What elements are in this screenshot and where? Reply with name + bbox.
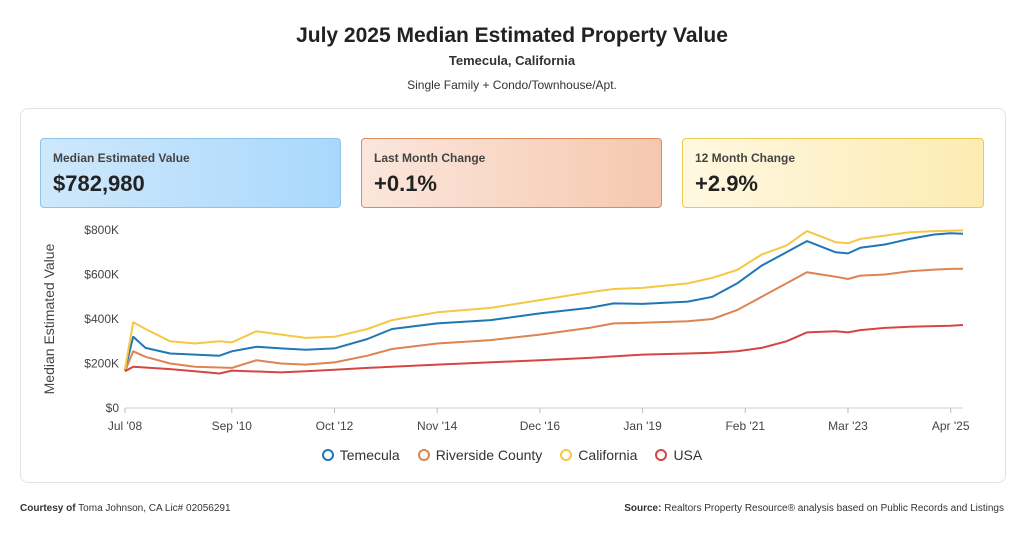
twelve-month-change-card: 12 Month Change +2.9% [682,138,984,208]
x-tick-label: Apr '25 [932,419,970,433]
y-tick-label: $400K [84,312,119,326]
legend-label: Temecula [339,447,400,463]
chart-legend: Temecula Riverside County California USA [0,447,1024,463]
source-footer: Source: Realtors Property Resource® anal… [624,503,1004,514]
y-axis-label: Median Estimated Value [41,243,57,394]
legend-item: USA [655,447,702,463]
x-tick-label: Feb '21 [725,419,765,433]
last-month-change-label: Last Month Change [374,151,486,165]
x-tick-label: Jan '19 [623,419,662,433]
x-tick-label: Oct '12 [316,419,354,433]
y-tick-label: $600K [84,268,119,282]
y-tick-label: $200K [84,357,119,371]
source-text: Realtors Property Resource® analysis bas… [664,503,1004,514]
location-subtitle: Temecula, California [448,53,576,68]
last-month-change-card: Last Month Change +0.1% [361,138,662,208]
legend-label: USA [673,447,703,463]
last-month-change-value: +0.1% [374,171,437,196]
twelve-month-change-value: +2.9% [695,171,758,196]
legend-item: California [560,447,637,463]
chart-title: July 2025 Median Estimated Property Valu… [296,24,728,47]
legend-label: Riverside County [435,447,543,463]
x-tick-label: Jul '08 [108,419,143,433]
x-tick-label: Sep '10 [212,419,253,433]
property-types-subtitle: Single Family + Condo/Townhouse/Apt. [407,78,617,92]
y-tick-label: $800K [84,223,119,237]
courtesy-text: Toma Johnson, CA Lic# 02056291 [78,503,231,514]
legend-item: Riverside County [417,447,543,463]
legend-marker-icon [655,449,668,461]
series-line-riverside-county [124,267,964,372]
legend-marker-icon [321,449,334,461]
legend-marker-icon [417,449,430,461]
x-tick-label: Nov '14 [417,419,458,433]
median-value-amount: $782,980 [53,171,145,196]
x-tick-label: Mar '23 [828,419,868,433]
courtesy-footer: Courtesy of Toma Johnson, CA Lic# 020562… [20,503,231,514]
courtesy-prefix: Courtesy of [20,503,76,514]
series-line-temecula [124,232,964,371]
legend-marker-icon [560,449,573,461]
legend-item: Temecula [321,447,400,463]
y-tick-label: $0 [106,401,120,415]
x-tick-label: Dec '16 [520,419,561,433]
twelve-month-change-label: 12 Month Change [695,151,796,165]
median-value-label: Median Estimated Value [53,151,190,165]
median-value-card: Median Estimated Value $782,980 [40,138,341,208]
source-prefix: Source: [624,503,662,514]
series-line-usa [124,324,964,375]
legend-label: California [578,447,638,463]
series-line-california [124,229,964,370]
